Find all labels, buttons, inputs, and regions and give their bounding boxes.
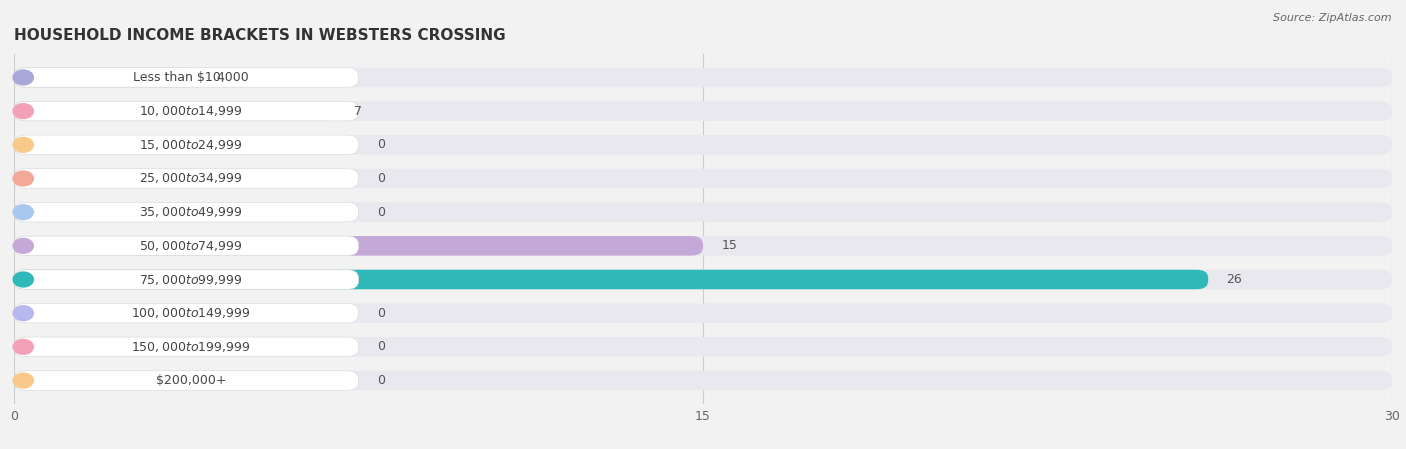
Text: $150,000 to $199,999: $150,000 to $199,999 xyxy=(131,340,250,354)
FancyBboxPatch shape xyxy=(14,169,359,188)
FancyBboxPatch shape xyxy=(14,337,359,357)
Text: Less than $10,000: Less than $10,000 xyxy=(134,71,249,84)
FancyBboxPatch shape xyxy=(14,135,1392,154)
FancyBboxPatch shape xyxy=(14,236,359,255)
FancyBboxPatch shape xyxy=(14,371,359,390)
Text: $35,000 to $49,999: $35,000 to $49,999 xyxy=(139,205,243,219)
FancyBboxPatch shape xyxy=(14,135,359,154)
Text: $50,000 to $74,999: $50,000 to $74,999 xyxy=(139,239,243,253)
Circle shape xyxy=(13,137,34,152)
Circle shape xyxy=(13,238,34,253)
FancyBboxPatch shape xyxy=(14,68,198,87)
FancyBboxPatch shape xyxy=(14,270,1208,289)
Circle shape xyxy=(13,70,34,85)
Circle shape xyxy=(13,339,34,354)
Circle shape xyxy=(13,306,34,321)
Text: 0: 0 xyxy=(377,172,385,185)
Text: 15: 15 xyxy=(721,239,737,252)
FancyBboxPatch shape xyxy=(14,304,359,323)
FancyBboxPatch shape xyxy=(14,202,359,222)
Text: $75,000 to $99,999: $75,000 to $99,999 xyxy=(139,273,243,286)
Text: 0: 0 xyxy=(377,374,385,387)
Text: $15,000 to $24,999: $15,000 to $24,999 xyxy=(139,138,243,152)
Text: $100,000 to $149,999: $100,000 to $149,999 xyxy=(131,306,250,320)
Text: 0: 0 xyxy=(377,340,385,353)
Text: $200,000+: $200,000+ xyxy=(156,374,226,387)
FancyBboxPatch shape xyxy=(14,68,359,87)
Text: 26: 26 xyxy=(1226,273,1243,286)
Circle shape xyxy=(13,373,34,388)
FancyBboxPatch shape xyxy=(14,101,359,121)
FancyBboxPatch shape xyxy=(14,337,1392,357)
Text: 0: 0 xyxy=(377,138,385,151)
Circle shape xyxy=(13,104,34,119)
FancyBboxPatch shape xyxy=(14,236,1392,255)
FancyBboxPatch shape xyxy=(14,101,1392,121)
FancyBboxPatch shape xyxy=(14,371,1392,390)
Text: 0: 0 xyxy=(377,307,385,320)
FancyBboxPatch shape xyxy=(14,304,1392,323)
FancyBboxPatch shape xyxy=(14,169,1392,188)
FancyBboxPatch shape xyxy=(14,236,703,255)
FancyBboxPatch shape xyxy=(14,68,1392,87)
Circle shape xyxy=(13,272,34,287)
FancyBboxPatch shape xyxy=(14,202,1392,222)
FancyBboxPatch shape xyxy=(14,270,1392,289)
FancyBboxPatch shape xyxy=(14,270,359,289)
Text: $10,000 to $14,999: $10,000 to $14,999 xyxy=(139,104,243,118)
Text: $25,000 to $34,999: $25,000 to $34,999 xyxy=(139,172,243,185)
Circle shape xyxy=(13,171,34,186)
Text: HOUSEHOLD INCOME BRACKETS IN WEBSTERS CROSSING: HOUSEHOLD INCOME BRACKETS IN WEBSTERS CR… xyxy=(14,28,506,43)
Text: 7: 7 xyxy=(354,105,361,118)
Text: Source: ZipAtlas.com: Source: ZipAtlas.com xyxy=(1274,13,1392,23)
Text: 0: 0 xyxy=(377,206,385,219)
Text: 4: 4 xyxy=(217,71,224,84)
Circle shape xyxy=(13,205,34,220)
FancyBboxPatch shape xyxy=(14,101,336,121)
